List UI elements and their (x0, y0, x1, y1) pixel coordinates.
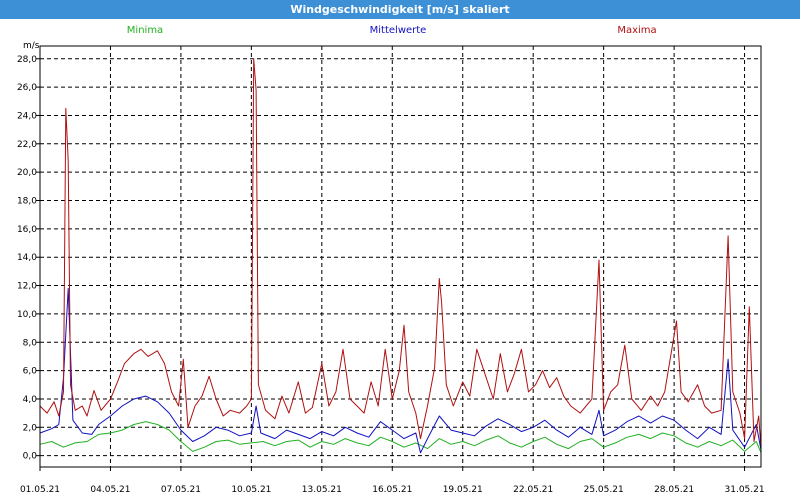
chart-title-bar: Windgeschwindigkeit [m/s] skaliert (0, 0, 800, 19)
y-tick-label: 28,0 (17, 55, 37, 65)
y-axis-ticks: 0,0 2,0 4,0 6,0 8,0 10,0 12,0 14,0 16,0 18,0 20,0 2… (17, 55, 40, 462)
y-tick-label: 20,0 (17, 168, 37, 178)
y-axis-unit-label: m/s (23, 41, 40, 51)
x-tick-label: 04.05.21 (90, 485, 130, 495)
y-tick-label: 22,0 (17, 140, 37, 150)
y-tick-label: 2,0 (23, 423, 38, 433)
series-line-maxima (39, 58, 762, 449)
y-tick-label: 12,0 (17, 282, 37, 292)
series-line-mittelwerte (39, 287, 762, 454)
x-tick-label: 10.05.21 (231, 485, 271, 495)
series-layer (39, 58, 762, 454)
y-tick-label: 18,0 (17, 197, 37, 207)
x-axis-ticks: 01.05.21 04.05.21 07.05.21 10.05.21 13.05.21… (20, 467, 765, 495)
x-tick-label: 28.05.21 (654, 485, 694, 495)
y-tick-label: 10,0 (17, 310, 37, 320)
legend-entry-minima: Minima (127, 25, 163, 36)
x-tick-label: 16.05.21 (372, 485, 412, 495)
x-tick-label: 22.05.21 (513, 485, 553, 495)
legend-entry-mittelwerte: Mittelwerte (370, 25, 427, 36)
chart-area: 0,0 2,0 4,0 6,0 8,0 10,0 12,0 14,0 16,0 18,0 20,0 2… (0, 19, 800, 500)
x-tick-label: 13.05.21 (302, 485, 342, 495)
series-line-minima (39, 421, 762, 453)
x-tick-label: 01.05.21 (20, 485, 60, 495)
y-tick-label: 16,0 (17, 225, 37, 235)
y-tick-label: 14,0 (17, 253, 37, 263)
y-tick-label: 24,0 (17, 111, 37, 121)
grid-layer (40, 46, 761, 467)
legend: Minima Mittelwerte Maxima (127, 25, 657, 36)
x-tick-label: 19.05.21 (443, 485, 483, 495)
y-tick-label: 8,0 (23, 338, 38, 348)
y-tick-label: 0,0 (23, 452, 38, 462)
legend-entry-maxima: Maxima (617, 25, 656, 36)
chart-title: Windgeschwindigkeit [m/s] skaliert (290, 3, 510, 16)
x-tick-label: 25.05.21 (584, 485, 624, 495)
y-tick-label: 26,0 (17, 83, 37, 93)
y-tick-label: 4,0 (23, 395, 38, 405)
y-tick-label: 6,0 (23, 367, 38, 377)
x-tick-label: 31.05.21 (725, 485, 765, 495)
wind-speed-chart: 0,0 2,0 4,0 6,0 8,0 10,0 12,0 14,0 16,0 18,0 20,0 2… (17, 25, 765, 495)
plot-frame (39, 45, 762, 468)
x-tick-label: 07.05.21 (161, 485, 201, 495)
